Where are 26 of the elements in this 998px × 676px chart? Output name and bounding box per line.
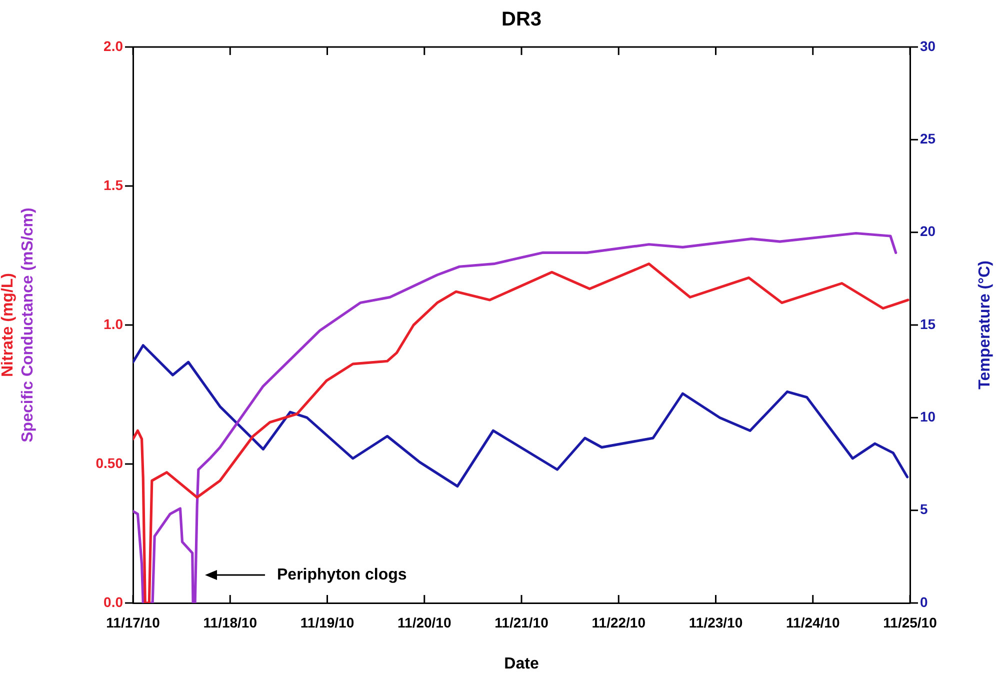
y-tick-label: 2.0 bbox=[104, 38, 124, 54]
x-tick-label: 11/24/10 bbox=[786, 614, 840, 630]
chart-title: DR3 bbox=[501, 8, 542, 31]
y-axis-title: Nitrate (mg/L) Specific Conductance (mS/cm) bbox=[0, 208, 36, 442]
x-tick-label: 11/17/10 bbox=[106, 614, 160, 630]
y2-axis-title: Temperature (°C) bbox=[976, 260, 994, 390]
x-tick-label: 11/19/10 bbox=[300, 614, 354, 630]
x-tick-label: 11/18/10 bbox=[203, 614, 258, 630]
x-axis-title: Date bbox=[504, 655, 539, 672]
y2-tick-label: 15 bbox=[920, 316, 936, 332]
x-tick-label: 11/20/10 bbox=[398, 614, 452, 630]
x-tick-label: 11/23/10 bbox=[688, 614, 743, 630]
y2-tick-label: 5 bbox=[920, 501, 928, 518]
y2-tick-label: 20 bbox=[920, 223, 936, 240]
y-tick-label: 1.0 bbox=[104, 316, 124, 332]
annotation: Periphyton clogs bbox=[277, 566, 407, 584]
x-tick-label: 11/22/10 bbox=[592, 614, 646, 630]
y2-tick-label: 25 bbox=[920, 130, 936, 147]
y2-tick-label: 30 bbox=[920, 38, 936, 54]
x-tick-label: 11/21/10 bbox=[494, 614, 549, 630]
y-tick-label: 1.5 bbox=[104, 176, 124, 193]
y-tick-label: 0.50 bbox=[96, 454, 124, 471]
y2-tick-label: 0 bbox=[920, 594, 928, 610]
x-tick-label: 11/25/10 bbox=[883, 614, 938, 630]
y2-tick-label: 10 bbox=[920, 408, 936, 425]
y-tick-label: 0.0 bbox=[104, 594, 124, 610]
